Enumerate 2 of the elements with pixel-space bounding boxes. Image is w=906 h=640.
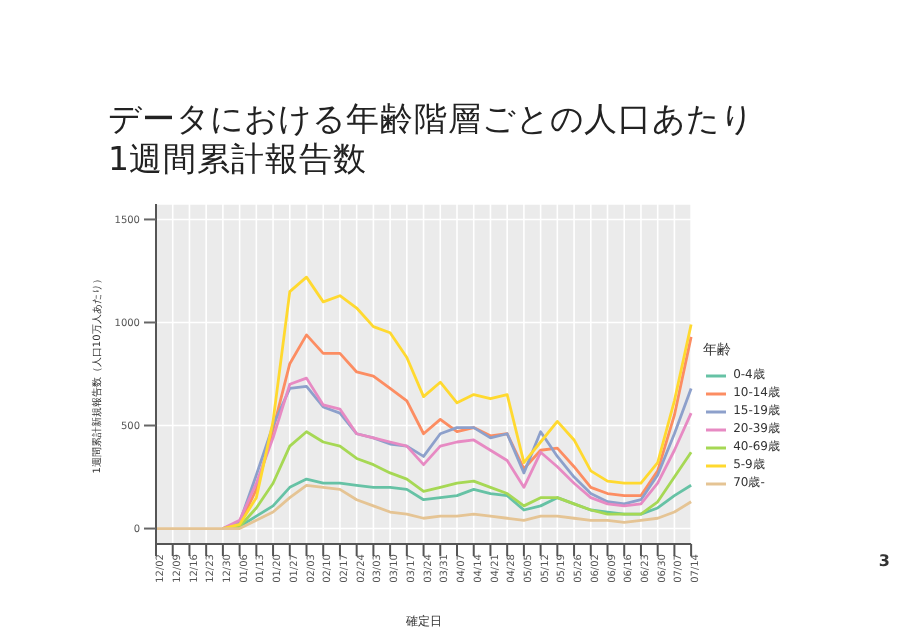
chart-title: データにおける年齢階層ごとの人口あたり1週間累計報告数 bbox=[108, 100, 756, 180]
text: 3 bbox=[878, 552, 890, 570]
